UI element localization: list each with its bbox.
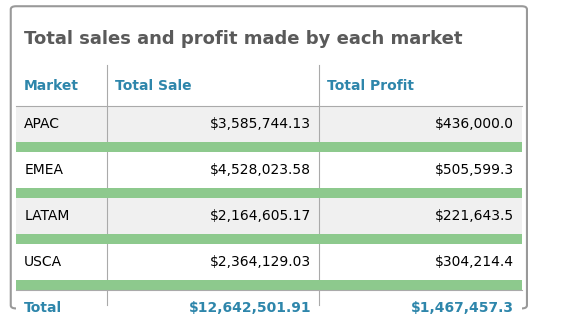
Bar — [16, 65, 522, 106]
Text: LATAM: LATAM — [24, 209, 70, 223]
Text: USCA: USCA — [24, 255, 62, 269]
Bar — [16, 280, 522, 290]
FancyBboxPatch shape — [11, 6, 527, 308]
Text: APAC: APAC — [24, 117, 60, 131]
Bar — [16, 188, 522, 198]
Text: EMEA: EMEA — [24, 163, 63, 177]
Text: Market: Market — [24, 79, 79, 93]
Text: $304,214.4: $304,214.4 — [435, 255, 513, 269]
Bar — [16, 290, 522, 316]
Text: Total Sale: Total Sale — [115, 79, 192, 93]
Bar — [16, 234, 522, 244]
Bar — [16, 142, 522, 152]
Text: $221,643.5: $221,643.5 — [434, 209, 513, 223]
Bar — [16, 106, 522, 142]
Text: $12,642,501.91: $12,642,501.91 — [188, 301, 311, 315]
Text: Total: Total — [24, 301, 62, 315]
Text: $1,467,457.3: $1,467,457.3 — [411, 301, 513, 315]
Text: $2,364,129.03: $2,364,129.03 — [210, 255, 311, 269]
Bar — [16, 12, 522, 65]
Text: $4,528,023.58: $4,528,023.58 — [210, 163, 311, 177]
Text: $2,164,605.17: $2,164,605.17 — [210, 209, 311, 223]
Text: Total sales and profit made by each market: Total sales and profit made by each mark… — [24, 30, 463, 48]
Text: Total Profit: Total Profit — [328, 79, 415, 93]
Text: $436,000.0: $436,000.0 — [435, 117, 513, 131]
Bar — [16, 152, 522, 188]
Bar — [16, 244, 522, 280]
Text: $3,585,744.13: $3,585,744.13 — [210, 117, 311, 131]
Bar — [16, 198, 522, 234]
Text: $505,599.3: $505,599.3 — [434, 163, 513, 177]
